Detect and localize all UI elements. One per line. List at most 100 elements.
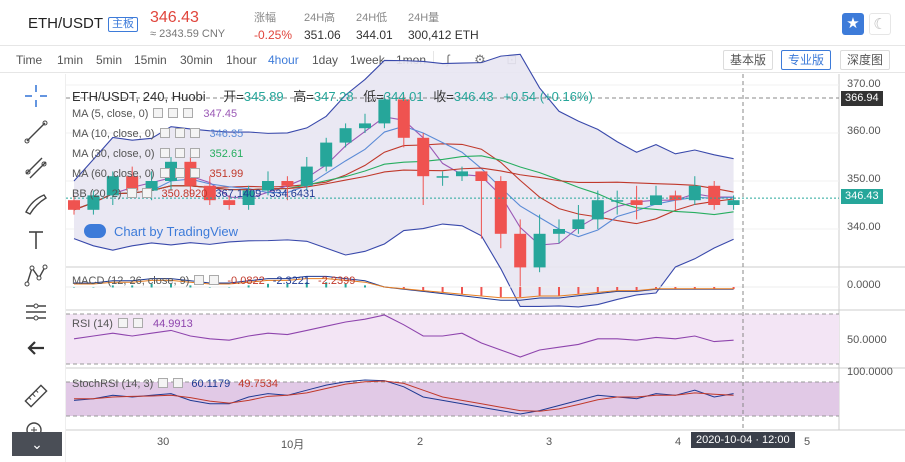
crosshair-time-tag: 2020-10-04 · 12:00 [691,432,795,448]
interval-4hour[interactable]: 4hour [268,53,299,67]
brush-icon[interactable] [22,190,50,218]
back-icon[interactable] [22,334,50,362]
eye-icon[interactable] [159,168,170,178]
view-pro-button[interactable]: 专业版 [781,50,832,70]
interval-15min[interactable]: 15min [134,53,167,67]
candle-body [514,233,527,268]
interval-1week[interactable]: 1week [350,53,385,67]
gear-icon[interactable] [174,148,185,158]
last-price: 346.43 [150,9,199,26]
candle-body [630,200,643,205]
candle-body [553,229,565,234]
eye-icon[interactable] [153,108,164,118]
x-label-4: 4 [675,436,682,448]
drawing-toolbar [0,74,66,462]
stoch-y-label: 100.0000 [847,366,893,378]
tradingview-watermark[interactable]: Chart by TradingView [84,224,238,239]
candle-body [611,200,624,202]
rsi-legend[interactable]: RSI (14) 44.9913 [72,318,193,330]
close-icon[interactable] [189,168,200,178]
rsi-band [66,314,839,364]
pair-name[interactable]: ETH/USDT [28,15,103,32]
gear-icon[interactable] [168,108,179,118]
ma30-legend[interactable]: MA (30, close, 0) 352.61 [72,148,244,160]
macd-bar [499,287,502,298]
macd-bar [461,287,463,294]
pattern-icon[interactable] [22,262,50,290]
interval-1min[interactable]: 1min [57,53,84,67]
moon-icon[interactable]: ☾ [869,13,891,35]
text-icon[interactable] [22,226,50,254]
bollinger-fill [74,54,734,307]
candle-body [126,176,139,191]
bb-legend[interactable]: BB (20, 2) 350.8920 367.1409 334.6431 [72,188,316,200]
gear-icon[interactable] [141,188,152,198]
candle-body [397,99,410,138]
candle-body [87,195,100,210]
interval-1hour[interactable]: 1hour [226,53,257,67]
eye-icon[interactable] [126,188,137,198]
gear-icon[interactable] [174,128,185,138]
trend-line-icon[interactable] [22,118,50,146]
stoch-legend[interactable]: StochRSI (14, 3) 60.1179 49.7534 [72,378,279,390]
macd-bar [480,287,483,296]
close-icon[interactable] [132,318,143,328]
view-depth-button[interactable]: 深度图 [840,50,891,70]
close-icon[interactable] [183,108,194,118]
crosshair-icon[interactable] [22,82,50,110]
ohlc-open: 345.89 [243,89,284,104]
eye-icon[interactable] [159,128,170,138]
macd-bar [519,287,522,298]
symbol-label[interactable]: ETH/USDT, 240, Huobi [72,89,206,104]
macd-legend[interactable]: MACD (12, 26, close, 9) -0.0822 -2.3221 -2.… [72,275,356,287]
candle-body [262,181,274,191]
candle-body [145,181,158,191]
gear-icon[interactable] [158,378,169,388]
ma60-legend[interactable]: MA (60, close, 0) 351.99 [72,168,244,180]
interval-1day[interactable]: 1day [312,53,339,67]
measure-icon[interactable] [22,298,50,326]
rsi-line [73,314,734,358]
y-label-370: 370.00 [847,78,881,90]
indicator-icon[interactable]: ʃ [446,52,450,67]
gear-icon[interactable] [194,275,205,285]
ruler-icon[interactable] [22,382,50,410]
fib-icon[interactable] [22,154,50,182]
settings-icon[interactable]: ⚙ [474,52,486,67]
eye-icon[interactable] [159,148,170,158]
candle-body [591,200,604,220]
candle-body [650,195,662,205]
star-icon[interactable]: ★ [842,13,864,35]
collapse-button[interactable]: ⌄ [12,432,62,456]
interval-time[interactable]: Time [16,53,43,67]
candle-body [417,137,430,177]
view-basic-button[interactable]: 基本版 [723,50,774,70]
gear-icon[interactable] [117,318,128,328]
candle-body [320,142,333,167]
macd-bar [305,282,308,288]
close-icon[interactable] [189,128,200,138]
close-icon[interactable] [173,378,184,388]
candle-body [68,200,80,210]
macd-bar [247,285,250,288]
rsi-y-label: 50.0000 [847,334,887,346]
interval-30min[interactable]: 30min [180,53,213,67]
close-icon[interactable] [209,275,220,285]
macd-bar [402,287,405,290]
macd-bar [364,285,366,288]
candle-body [494,181,507,234]
macd-bar [616,287,619,291]
close-icon[interactable] [189,148,200,158]
y-tag-last: 346.43 [841,189,883,204]
ma5-legend[interactable]: MA (5, close, 0) 347.45 [72,108,238,120]
candle-body [281,181,294,186]
gear-icon[interactable] [174,168,185,178]
macd-bar [713,287,716,290]
macd-y-label: 0.0000 [847,279,881,291]
ma10-legend[interactable]: MA (10, close, 0) 346.35 [72,128,244,140]
y-label-340: 340.00 [847,221,881,233]
cny-price: ≈ 2343.59 CNY [150,28,226,40]
stat-low: 24H低 344.01 [356,12,393,42]
interval-5min[interactable]: 5min [96,53,123,67]
